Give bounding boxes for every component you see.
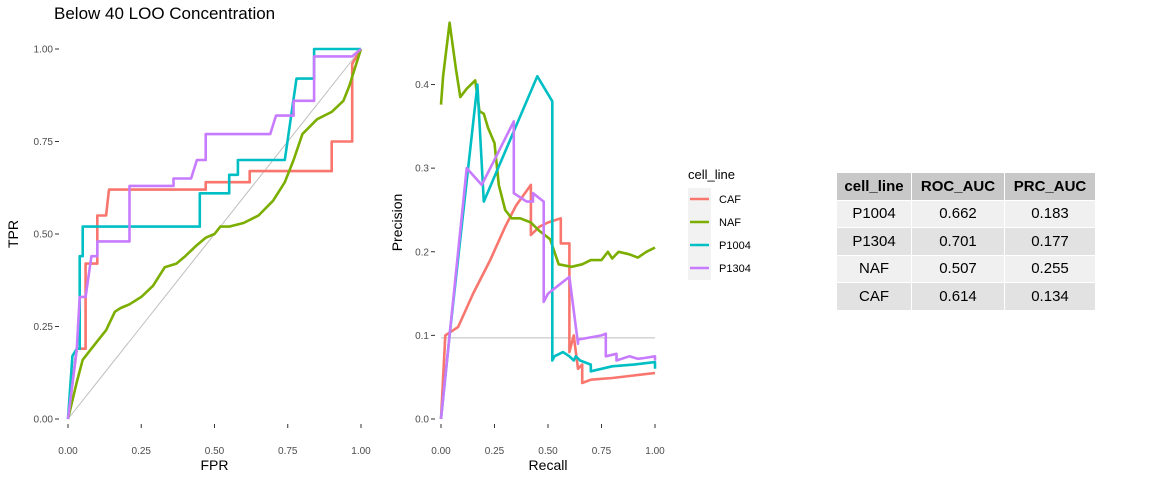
table-row: P1004 0.662 0.183 [836,199,1096,228]
y-tick-label: 1.00 [34,45,54,56]
x-tick-label: 0.50 [205,446,225,457]
auc-table: cell_line ROC_AUC PRC_AUC P1004 0.662 0.… [836,172,1096,311]
table-cell: 0.662 [911,199,1005,228]
table-header-cell: ROC_AUC [911,172,1005,201]
table-cell: P1004 [836,199,912,228]
x-axis-title: FPR [201,457,229,473]
chart-title: Below 40 LOO Concentration [54,4,276,23]
y-tick-label: 0.75 [34,137,54,148]
y-tick-label: 0.1 [415,331,429,342]
legend-label-caf: CAF [719,194,741,206]
series-line-p1004 [66,47,361,420]
x-tick-label: 0.00 [58,446,78,457]
x-axis-title: Recall [529,457,568,473]
x-tick-label: 0.75 [592,446,612,457]
table-cell: NAF [836,254,912,283]
table-header-row: cell_line ROC_AUC PRC_AUC [836,172,1096,201]
x-tick-label: 0.25 [132,446,152,457]
legend-label-p1304: P1304 [719,263,751,275]
y-tick-label: 0.3 [415,164,429,175]
table-cell: 0.701 [911,227,1005,256]
series-line-naf [66,48,363,420]
table-cell: 0.255 [1004,254,1096,283]
series-line-p1304 [439,120,657,420]
x-tick-label: 1.00 [351,446,371,457]
table-header-cell: PRC_AUC [1004,172,1096,201]
table-cell: CAF [836,282,912,311]
series-line-p1304 [66,48,362,420]
x-tick-label: 1.00 [645,446,665,457]
x-tick-label: 0.25 [485,446,505,457]
y-tick-label: 0.25 [34,322,54,333]
legend-label-p1004: P1004 [719,240,751,252]
table-row: NAF 0.507 0.255 [836,254,1096,283]
y-tick-label: 0.50 [34,230,54,241]
y-axis-title: TPR [5,220,21,248]
table-cell: 0.614 [911,282,1005,311]
y-tick-label: 0.4 [415,80,429,91]
table-header-cell: cell_line [836,172,912,201]
table-cell: P1304 [836,227,912,256]
y-tick-label: 0.2 [415,247,429,258]
series-line-naf [439,21,656,269]
table-cell: 0.507 [911,254,1005,283]
series-line-p1004 [439,74,657,420]
x-tick-label: 0.75 [278,446,298,457]
table-cell: 0.183 [1004,199,1096,228]
y-tick-label: 0.00 [34,415,54,426]
table-cell: 0.134 [1004,282,1096,311]
table-cell: 0.177 [1004,227,1096,256]
series-line-caf [439,183,656,420]
table-row: P1304 0.701 0.177 [836,227,1096,256]
x-tick-label: 0.50 [538,446,558,457]
legend-title: cell_line [688,167,735,182]
table-row: CAF 0.614 0.134 [836,282,1096,311]
legend-label-naf: NAF [719,217,741,229]
x-tick-label: 0.00 [431,446,451,457]
y-tick-label: 0.0 [415,415,429,426]
y-axis-title: Precision [389,194,405,252]
